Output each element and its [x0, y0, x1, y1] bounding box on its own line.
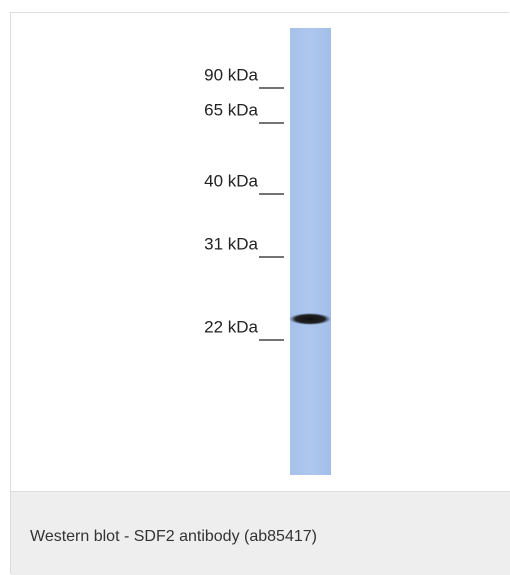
- marker-label: 40 kDa: [204, 171, 258, 190]
- lane: [290, 28, 331, 475]
- blot-image: 90 kDa 65 kDa 40 kDa 31 kDa 22 kDa: [11, 13, 510, 491]
- marker-label: 31 kDa: [204, 234, 258, 253]
- caption-bar: Western blot - SDF2 antibody (ab85417): [11, 491, 510, 575]
- caption: Western blot - SDF2 antibody (ab85417): [30, 528, 317, 546]
- marker-label: 22 kDa: [204, 317, 258, 336]
- band: [289, 313, 331, 325]
- marker-label: 65 kDa: [204, 100, 258, 119]
- figure: 90 kDa 65 kDa 40 kDa 31 kDa 22 kDa Weste…: [10, 12, 509, 574]
- marker-label: 90 kDa: [204, 65, 258, 84]
- page: 90 kDa 65 kDa 40 kDa 31 kDa 22 kDa Weste…: [0, 0, 510, 575]
